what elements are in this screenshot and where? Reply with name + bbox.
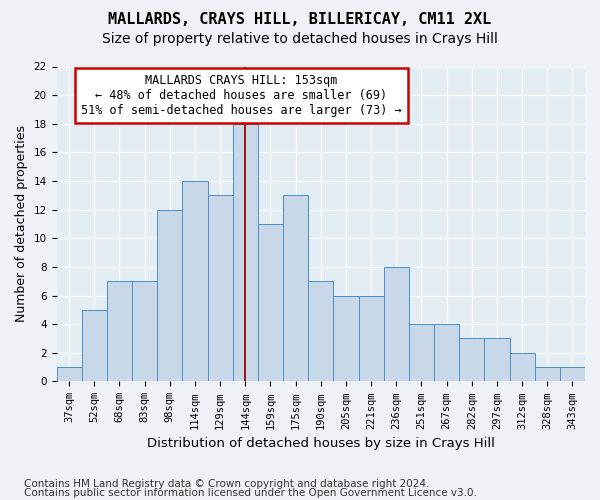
X-axis label: Distribution of detached houses by size in Crays Hill: Distribution of detached houses by size …: [147, 437, 495, 450]
Text: MALLARDS, CRAYS HILL, BILLERICAY, CM11 2XL: MALLARDS, CRAYS HILL, BILLERICAY, CM11 2…: [109, 12, 491, 28]
Bar: [484, 338, 509, 382]
Bar: [560, 367, 585, 382]
Text: Contains public sector information licensed under the Open Government Licence v3: Contains public sector information licen…: [24, 488, 477, 498]
Bar: [434, 324, 459, 382]
Text: Size of property relative to detached houses in Crays Hill: Size of property relative to detached ho…: [102, 32, 498, 46]
Bar: [383, 267, 409, 382]
Text: Contains HM Land Registry data © Crown copyright and database right 2024.: Contains HM Land Registry data © Crown c…: [24, 479, 430, 489]
Bar: [56, 367, 82, 382]
Bar: [509, 353, 535, 382]
Bar: [308, 281, 334, 382]
Bar: [208, 196, 233, 382]
Bar: [535, 367, 560, 382]
Bar: [334, 296, 359, 382]
Bar: [82, 310, 107, 382]
Bar: [182, 181, 208, 382]
Bar: [459, 338, 484, 382]
Bar: [107, 281, 132, 382]
Bar: [233, 124, 258, 382]
Text: MALLARDS CRAYS HILL: 153sqm
← 48% of detached houses are smaller (69)
51% of sem: MALLARDS CRAYS HILL: 153sqm ← 48% of det…: [81, 74, 402, 116]
Y-axis label: Number of detached properties: Number of detached properties: [15, 126, 28, 322]
Bar: [157, 210, 182, 382]
Bar: [359, 296, 383, 382]
Bar: [283, 196, 308, 382]
Bar: [409, 324, 434, 382]
Bar: [132, 281, 157, 382]
Bar: [258, 224, 283, 382]
